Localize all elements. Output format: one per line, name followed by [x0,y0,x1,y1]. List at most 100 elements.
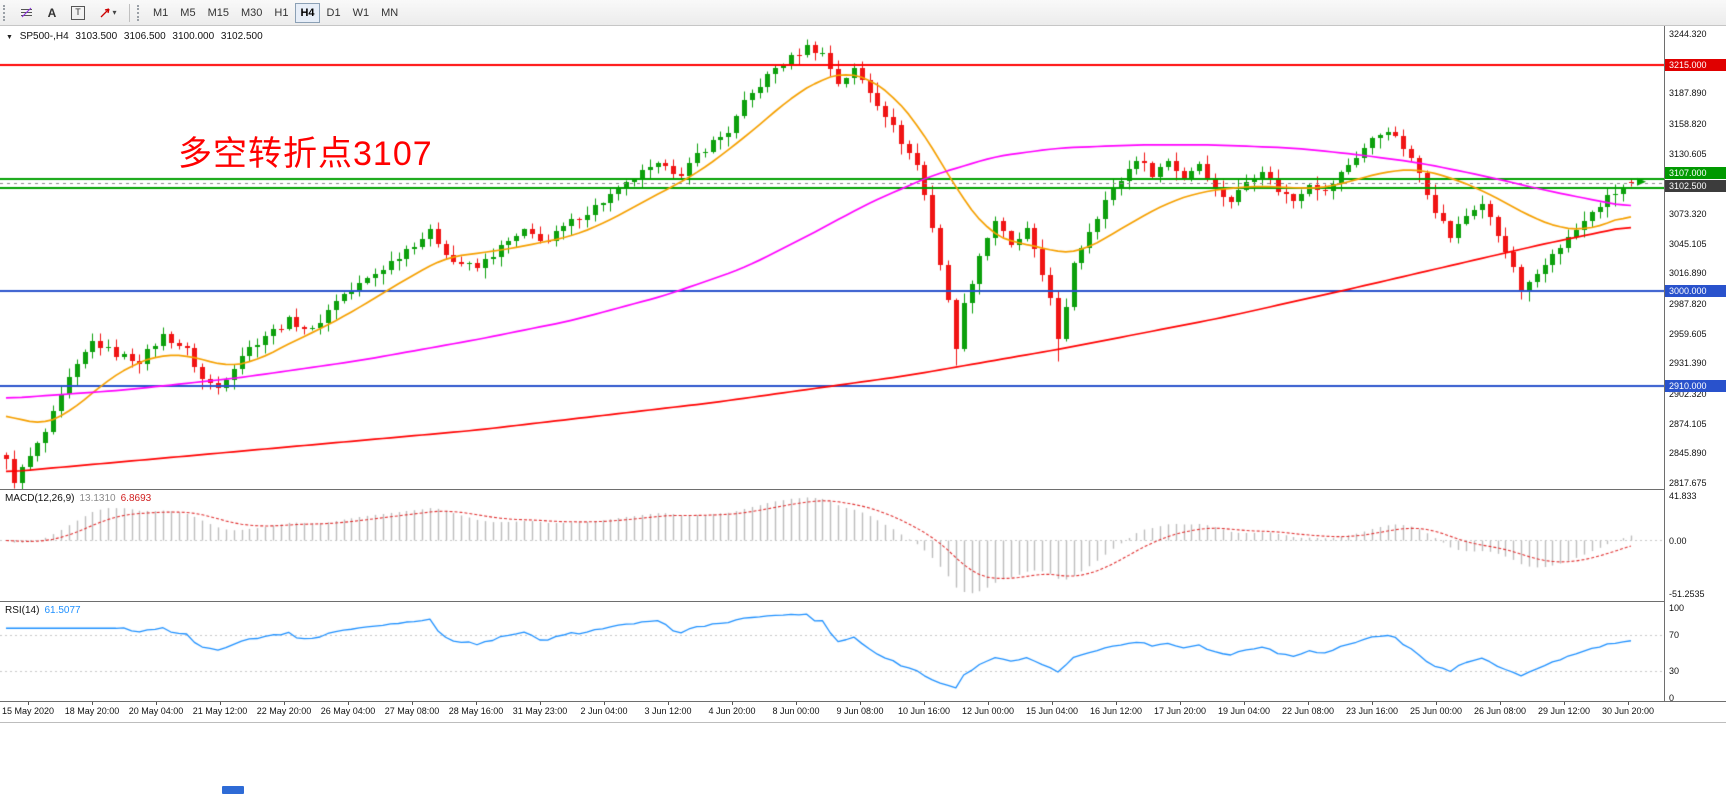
ohlc-open: 3103.500 [75,31,118,42]
time-label: 12 Jun 00:00 [961,706,1015,716]
arrow-shape-icon [101,7,111,17]
chevron-down-icon: ▾ [112,8,117,17]
price-tick-label: 2902.320 [1669,388,1707,399]
rsi-canvas[interactable] [0,602,1664,701]
price-badge: 3102.500 [1665,180,1726,193]
time-label: 20 May 04:00 [128,706,184,716]
price-tick-label: 3045.105 [1669,238,1707,249]
timeframe-button-m5[interactable]: M5 [175,3,200,23]
symbol-info: ▼ SP500-,H4 3103.500 3106.500 3100.000 3… [6,31,267,42]
time-label: 8 Jun 00:00 [772,706,820,716]
text-annotation-button[interactable]: A [40,3,64,23]
time-label: 27 May 08:00 [384,706,440,716]
timeframe-button-m30[interactable]: M30 [236,3,267,23]
time-tick [1052,702,1053,705]
ohlc-low: 3100.000 [172,31,215,42]
time-tick [1436,702,1437,705]
toolbar-grip[interactable] [3,4,9,21]
crosshair-tool-button[interactable] [14,3,38,23]
macd-panel: MACD(12,26,9) 13.1310 6.8693 [0,490,1664,601]
time-label: 22 May 20:00 [256,706,312,716]
rsi-axis-label: 0 [1669,693,1675,703]
time-tick [1372,702,1373,705]
price-tick-label: 2931.390 [1669,358,1707,369]
time-label: 15 Jun 04:00 [1025,706,1079,716]
time-tick [860,702,861,705]
time-label: 30 Jun 20:00 [1601,706,1655,716]
rsi-value: 61.5077 [44,605,81,616]
timeframe-button-m15[interactable]: M15 [203,3,234,23]
boxed-t-icon: T [71,5,85,20]
time-label: 26 Jun 08:00 [1473,706,1527,716]
price-chart-canvas[interactable] [0,26,1664,489]
time-label: 3 Jun 12:00 [644,706,692,716]
time-label: 2 Jun 04:00 [580,706,628,716]
time-tick [796,702,797,705]
rsi-panel: RSI(14) 61.5077 [0,602,1664,701]
panel-separator[interactable] [0,601,1726,602]
price-tick-label: 2987.820 [1669,298,1707,309]
macd-axis-label: 0.00 [1669,535,1687,546]
macd-label: MACD(12,26,9) 13.1310 6.8693 [5,493,151,504]
rsi-title: RSI(14) [5,605,40,616]
timeframe-button-h1[interactable]: H1 [269,3,293,23]
time-label: 23 Jun 16:00 [1345,706,1399,716]
toolbar: A T ▾ M1 M5 M15 M30 H1 H4 D1 W1 MN [0,0,1726,26]
rsi-axis-label: 70 [1669,630,1680,640]
time-label: 28 May 16:00 [448,706,504,716]
main-chart-panel: ▼ SP500-,H4 3103.500 3106.500 3100.000 3… [0,26,1664,489]
time-tick [476,702,477,705]
panel-separator [0,701,1726,702]
time-tick [1628,702,1629,705]
time-label: 21 May 12:00 [192,706,248,716]
time-tick [1244,702,1245,705]
time-tick [540,702,541,705]
time-label: 26 May 04:00 [320,706,376,716]
time-tick [92,702,93,705]
timeframe-button-w1[interactable]: W1 [348,3,375,23]
rsi-label: RSI(14) 61.5077 [5,605,81,616]
panel-separator[interactable] [0,489,1726,490]
time-tick [156,702,157,705]
time-tick [412,702,413,705]
text-label-tool-button[interactable]: T [66,3,90,23]
timeframe-button-m1[interactable]: M1 [148,3,173,23]
time-tick [988,702,989,705]
bottom-strip [0,723,1726,795]
macd-signal-value: 6.8693 [120,493,152,504]
time-tick [668,702,669,705]
time-tick [924,702,925,705]
time-label: 16 Jun 12:00 [1089,706,1143,716]
price-tick-label: 3073.320 [1669,209,1707,220]
expander-triangle-icon[interactable]: ▼ [6,34,13,41]
time-tick [1180,702,1181,705]
price-tick-label: 3244.320 [1669,29,1707,40]
price-tick-label: 3158.820 [1669,119,1707,130]
macd-main-value: 13.1310 [79,493,116,504]
timeframe-button-h4[interactable]: H4 [295,2,320,23]
bottom-scroll-indicator[interactable] [222,786,244,794]
toolbar-grip-2[interactable] [137,4,143,21]
chart-annotation-text[interactable]: 多空转折点3107 [178,135,433,173]
time-tick [1500,702,1501,705]
time-tick [220,702,221,705]
price-axis[interactable]: 3244.320 3187.890 3158.820 3130.605 3073.320… [1665,26,1726,703]
timeframe-button-mn[interactable]: MN [376,3,403,23]
time-tick [284,702,285,705]
time-label: 31 May 23:00 [512,706,568,716]
shapes-tool-button[interactable]: ▾ [92,3,124,23]
macd-canvas[interactable] [0,490,1664,601]
ohlc-close: 3102.500 [220,31,263,42]
rsi-axis-label: 100 [1669,603,1685,613]
timeframe-button-d1[interactable]: D1 [322,3,346,23]
price-badge: 2910.000 [1665,379,1726,392]
crosshair-icon [20,7,32,18]
time-axis[interactable]: 15 May 2020 18 May 20:00 20 May 04:00 21 Ma… [0,702,1726,723]
price-axis-separator [1664,26,1665,701]
time-tick [732,702,733,705]
price-badge: 3215.000 [1665,58,1726,71]
time-label: 10 Jun 16:00 [897,706,951,716]
timeframe-group: M1 M5 M15 M30 H1 H4 D1 W1 MN [147,2,404,23]
time-label: 9 Jun 08:00 [836,706,884,716]
